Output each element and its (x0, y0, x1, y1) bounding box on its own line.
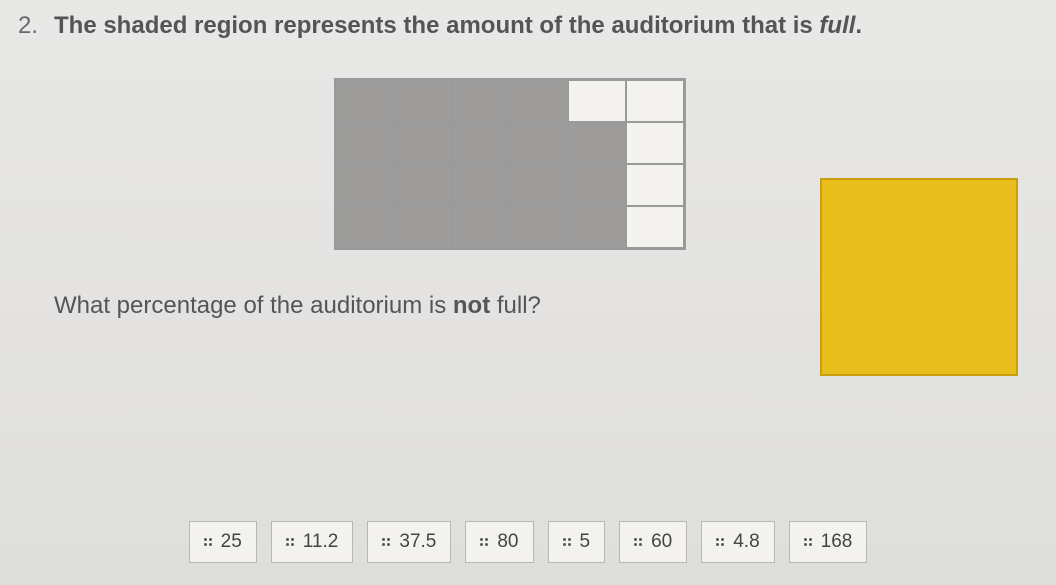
question-text-emphasis: full (819, 12, 855, 39)
answer-tile-label: 37.5 (399, 531, 436, 553)
answer-tile-label: 5 (580, 531, 591, 553)
answer-tile[interactable]: 168 (789, 521, 868, 563)
drag-handle-icon (563, 538, 571, 546)
grid-cell-shaded (452, 122, 510, 164)
answer-tile-label: 60 (651, 531, 672, 553)
grid-cell-shaded (336, 80, 394, 122)
grid-cell-shaded (568, 164, 626, 206)
auditorium-grid (334, 78, 686, 250)
answer-tile-label: 11.2 (303, 531, 339, 553)
answer-tile-label: 80 (497, 531, 518, 553)
sub-question: What percentage of the auditorium is not… (54, 292, 541, 320)
answer-tiles-row: 25 11.2 37.5 80 5 60 4.8 168 (0, 521, 1056, 563)
drag-handle-icon (634, 538, 642, 546)
grid-cell-shaded (336, 164, 394, 206)
answer-tile-label: 4.8 (733, 531, 759, 553)
grid-cell-shaded (510, 122, 568, 164)
answer-tile[interactable]: 37.5 (367, 521, 451, 563)
answer-tile-label: 25 (221, 531, 242, 553)
drag-handle-icon (286, 538, 294, 546)
grid-cell-shaded (394, 122, 452, 164)
answer-tile[interactable]: 4.8 (701, 521, 774, 563)
grid-cell-shaded (510, 164, 568, 206)
grid-row (336, 164, 684, 206)
grid-cell-shaded (394, 206, 452, 248)
answer-tile[interactable]: 80 (465, 521, 533, 563)
drag-handle-icon (480, 538, 488, 546)
question-text-part2: . (855, 12, 862, 39)
grid-row (336, 206, 684, 248)
grid-cell-shaded (452, 206, 510, 248)
answer-tile[interactable]: 25 (189, 521, 257, 563)
grid-cell-empty (626, 122, 684, 164)
grid-cell-shaded (336, 206, 394, 248)
grid-cell-shaded (568, 122, 626, 164)
answer-tile-label: 168 (821, 531, 853, 553)
grid-cell-shaded (568, 206, 626, 248)
question-text: The shaded region represents the amount … (54, 12, 862, 40)
answer-tile[interactable]: 60 (619, 521, 687, 563)
drag-handle-icon (204, 538, 212, 546)
grid-cell-shaded (336, 122, 394, 164)
grid-cell-shaded (510, 80, 568, 122)
drag-handle-icon (382, 538, 390, 546)
grid-cell-empty (626, 80, 684, 122)
sub-question-part2: full? (490, 292, 541, 319)
grid-row (336, 122, 684, 164)
grid-cell-empty (626, 164, 684, 206)
grid-cell-empty (568, 80, 626, 122)
grid-cell-empty (626, 206, 684, 248)
grid-cell-shaded (452, 80, 510, 122)
drag-handle-icon (804, 538, 812, 546)
grid-cell-shaded (394, 80, 452, 122)
drag-handle-icon (716, 538, 724, 546)
sub-question-emphasis: not (453, 292, 490, 319)
grid-cell-shaded (452, 164, 510, 206)
grid-cell-shaded (510, 206, 568, 248)
question-number: 2. (18, 12, 38, 40)
answer-tile[interactable]: 11.2 (271, 521, 354, 563)
answer-dropzone[interactable] (820, 178, 1018, 376)
sub-question-part1: What percentage of the auditorium is (54, 292, 453, 319)
grid-cell-shaded (394, 164, 452, 206)
grid-row (336, 80, 684, 122)
question-text-part1: The shaded region represents the amount … (54, 12, 819, 39)
answer-tile[interactable]: 5 (548, 521, 606, 563)
